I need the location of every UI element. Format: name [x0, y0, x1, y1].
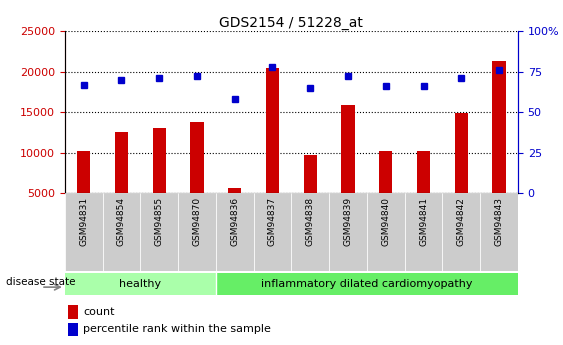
Bar	[367, 193, 405, 271]
Bar	[216, 273, 518, 295]
Title: GDS2154 / 51228_at: GDS2154 / 51228_at	[220, 16, 363, 30]
Bar	[153, 128, 166, 193]
Text: GSM94839: GSM94839	[343, 197, 352, 246]
Bar	[102, 193, 140, 271]
Bar	[493, 61, 506, 193]
Bar	[228, 188, 242, 193]
Bar	[303, 155, 317, 193]
Text: GSM94843: GSM94843	[494, 197, 503, 246]
Bar	[115, 131, 128, 193]
Bar	[68, 305, 78, 319]
Bar	[405, 193, 443, 271]
Text: GSM94854: GSM94854	[117, 197, 126, 246]
Text: percentile rank within the sample: percentile rank within the sample	[83, 325, 271, 334]
Bar	[65, 193, 102, 271]
Text: GSM94837: GSM94837	[268, 197, 277, 246]
Bar	[190, 122, 204, 193]
Text: count: count	[83, 307, 115, 317]
Bar	[341, 105, 355, 193]
Bar	[68, 323, 78, 336]
Text: healthy: healthy	[119, 279, 162, 289]
Bar	[216, 193, 253, 271]
Bar	[140, 193, 178, 271]
Bar	[480, 193, 518, 271]
Bar	[292, 193, 329, 271]
Bar	[379, 151, 392, 193]
Text: GSM94842: GSM94842	[457, 197, 466, 246]
Bar	[253, 193, 292, 271]
Bar	[455, 113, 468, 193]
Text: disease state: disease state	[6, 277, 75, 286]
Bar	[65, 273, 216, 295]
Text: inflammatory dilated cardiomyopathy: inflammatory dilated cardiomyopathy	[261, 279, 472, 289]
Text: GSM94855: GSM94855	[155, 197, 164, 246]
Bar	[178, 193, 216, 271]
Bar	[329, 193, 367, 271]
Bar	[266, 68, 279, 193]
Bar	[77, 151, 90, 193]
Text: GSM94840: GSM94840	[381, 197, 390, 246]
Text: GSM94836: GSM94836	[230, 197, 239, 246]
Bar	[443, 193, 480, 271]
Text: GSM94831: GSM94831	[79, 197, 88, 246]
Text: GSM94841: GSM94841	[419, 197, 428, 246]
Bar	[417, 151, 430, 193]
Text: GSM94870: GSM94870	[193, 197, 202, 246]
Text: GSM94838: GSM94838	[306, 197, 315, 246]
